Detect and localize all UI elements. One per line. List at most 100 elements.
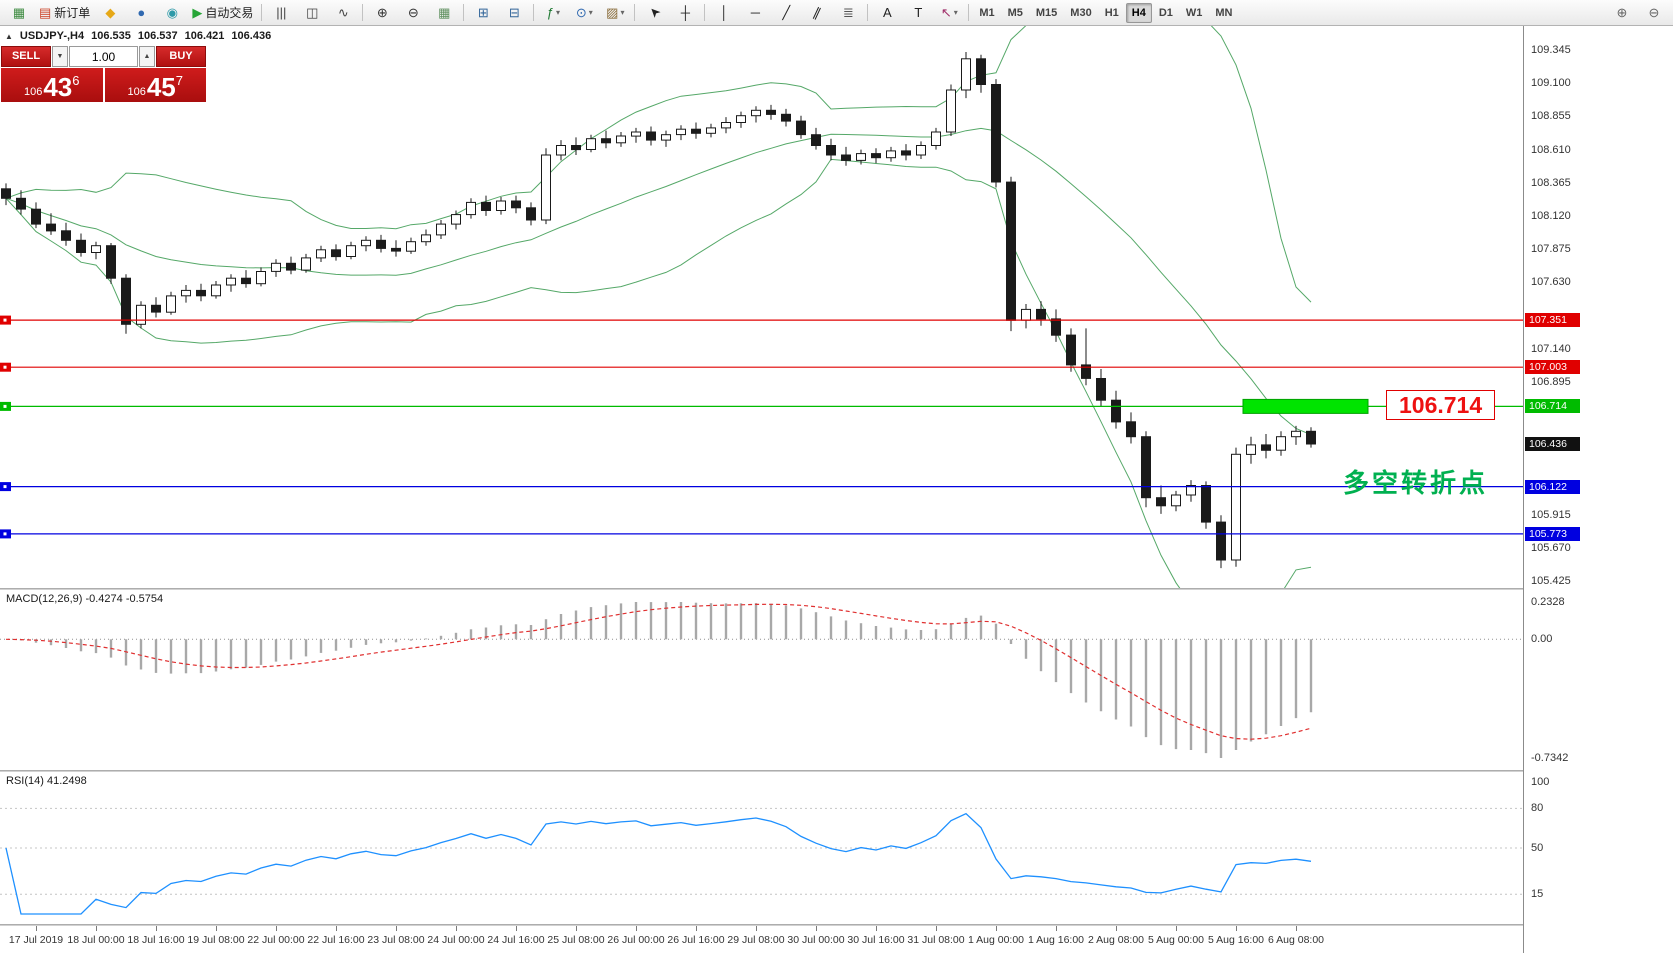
price-line-badge: 106.122 xyxy=(1525,480,1580,494)
text-button[interactable]: A xyxy=(872,1,902,25)
ask-price[interactable]: 106 45 7 xyxy=(104,68,206,102)
timeframe-mn[interactable]: MN xyxy=(1215,6,1233,19)
search-zoom-in-icon[interactable]: ⊕ xyxy=(1607,1,1637,25)
tile-windows-button[interactable]: ⊞ xyxy=(468,1,498,25)
macd-pane[interactable]: MACD(12,26,9) -0.4274 -0.5754 xyxy=(0,590,1523,770)
timeframe-w1[interactable]: W1 xyxy=(1185,6,1203,19)
timeframe-h1[interactable]: H1 xyxy=(1104,6,1119,19)
time-label: 18 Jul 16:00 xyxy=(127,934,185,946)
vertical-line-button[interactable]: │ xyxy=(709,1,739,25)
objects-button[interactable]: ↖ ▾ xyxy=(934,1,964,25)
time-label: 18 Jul 00:00 xyxy=(67,934,125,946)
template-button[interactable]: ▨ ▾ xyxy=(600,1,630,25)
text-icon: A xyxy=(882,5,892,20)
macd-chart[interactable] xyxy=(0,590,1523,770)
new-chart-button[interactable]: ▦ xyxy=(4,1,34,25)
price-chart-pane[interactable]: ▲ USDJPY-,H4 106.535 106.537 106.421 106… xyxy=(0,26,1523,588)
templates-icon-icon: ◆ xyxy=(105,5,116,20)
price-tick: 109.100 xyxy=(1531,77,1571,89)
price-line-badge: 107.351 xyxy=(1525,313,1580,327)
autotrading-icon: ▶ xyxy=(192,5,203,20)
cursor-button[interactable]: ➤ xyxy=(639,1,669,25)
arrange-windows-icon: ⊟ xyxy=(508,5,520,20)
zoom-in-button[interactable]: ⊕ xyxy=(367,1,397,25)
toolbar-separator xyxy=(533,4,535,21)
text-label-button[interactable]: T xyxy=(903,1,933,25)
zoom-out-button[interactable]: ⊖ xyxy=(398,1,428,25)
buy-button[interactable]: BUY xyxy=(156,46,206,67)
zoom-in-icon: ⊕ xyxy=(376,5,388,20)
channel-button[interactable]: ∥ xyxy=(802,1,832,25)
price-tick: 108.855 xyxy=(1531,110,1571,122)
time-tick xyxy=(696,926,697,931)
time-axis[interactable]: 17 Jul 2019 18 Jul 00:00 18 Jul 16:00 19 Ju… xyxy=(0,926,1523,953)
time-tick xyxy=(876,926,877,931)
data-window-icon[interactable]: ◉ xyxy=(157,1,187,25)
indicators-icon: ƒ xyxy=(546,5,554,20)
time-tick xyxy=(636,926,637,931)
autotrading-button-label: 自动交易 xyxy=(205,6,254,20)
time-label: 24 Jul 16:00 xyxy=(487,934,545,946)
channel-icon: ∥ xyxy=(811,4,824,21)
time-tick xyxy=(276,926,277,931)
bar-chart-mode-button[interactable]: ||| xyxy=(266,1,296,25)
time-tick xyxy=(156,926,157,931)
indicators-button[interactable]: ƒ ▾ xyxy=(538,1,568,25)
new-order-button[interactable]: ▤ 新订单 xyxy=(35,1,94,25)
search-zoom-out-icon[interactable]: ⊖ xyxy=(1639,1,1669,25)
timeframe-m5[interactable]: M5 xyxy=(1007,6,1023,19)
timeframe-d1[interactable]: D1 xyxy=(1158,6,1173,19)
bid-big-digits: 43 xyxy=(43,72,73,102)
sell-button[interactable]: SELL xyxy=(1,46,51,67)
timeframe-h4[interactable]: H4 xyxy=(1125,2,1152,23)
volume-decrease-button[interactable]: ▼ xyxy=(52,46,68,67)
time-tick xyxy=(96,926,97,931)
profiles-icon-icon: ● xyxy=(137,5,146,20)
text-label-icon: T xyxy=(914,5,923,20)
profiles-icon[interactable]: ● xyxy=(126,1,156,25)
toolbar-separator xyxy=(634,4,636,21)
macd-zero-label: 0.00 xyxy=(1531,633,1553,645)
timeframe-m1[interactable]: M1 xyxy=(979,6,995,19)
one-click-toggle-icon[interactable]: ▲ xyxy=(5,31,13,41)
templates-icon[interactable]: ◆ xyxy=(95,1,125,25)
trendline-button[interactable]: ╱ xyxy=(771,1,801,25)
price-tick: 105.915 xyxy=(1531,509,1571,521)
toolbar-separator xyxy=(867,4,869,21)
volume-increase-button[interactable]: ▲ xyxy=(139,46,155,67)
timeframe-m15[interactable]: M15 xyxy=(1035,6,1058,19)
tile-windows-icon: ⊞ xyxy=(477,5,489,20)
pane-splitter[interactable] xyxy=(0,924,1673,926)
crosshair-button[interactable]: ┼ xyxy=(670,1,700,25)
time-label: 5 Aug 00:00 xyxy=(1147,934,1205,946)
rsi-chart[interactable] xyxy=(0,772,1523,924)
macd-min-label: -0.7342 xyxy=(1531,752,1569,764)
high-value: 106.537 xyxy=(137,30,178,42)
periods-button[interactable]: ⊙ ▾ xyxy=(569,1,599,25)
time-tick xyxy=(1116,926,1117,931)
open-value: 106.535 xyxy=(91,30,131,42)
time-tick xyxy=(936,926,937,931)
autotrading-button[interactable]: ▶ 自动交易 xyxy=(188,1,257,25)
time-label: 25 Jul 08:00 xyxy=(547,934,605,946)
toolbar-separator xyxy=(463,4,465,21)
pane-splitter[interactable] xyxy=(0,588,1673,590)
grid-button[interactable]: ▦ xyxy=(429,1,459,25)
timeframe-m30[interactable]: M30 xyxy=(1070,6,1092,19)
price-axis[interactable]: 109.345 109.100 108.855 108.610 108.365 108.1… xyxy=(1523,26,1673,953)
objects-icon: ↖ xyxy=(940,5,952,20)
pane-splitter[interactable] xyxy=(0,770,1673,772)
price-callout-label[interactable]: 106.714 xyxy=(1386,390,1496,420)
arrange-windows-button[interactable]: ⊟ xyxy=(499,1,529,25)
fibonacci-button[interactable]: ≣ xyxy=(833,1,863,25)
candlestick-chart[interactable] xyxy=(0,26,1523,588)
bid-price[interactable]: 106 43 6 xyxy=(1,68,103,102)
volume-input[interactable] xyxy=(69,46,138,67)
bid-pipette: 6 xyxy=(72,73,80,88)
zoom-out-icon: ⊖ xyxy=(407,5,419,20)
horizontal-line-button[interactable]: ─ xyxy=(740,1,770,25)
turning-point-annotation[interactable]: 多空转折点 xyxy=(1343,468,1489,498)
candlestick-mode-button[interactable]: ◫ xyxy=(297,1,327,25)
line-chart-mode-button[interactable]: ∿ xyxy=(328,1,358,25)
rsi-pane[interactable]: RSI(14) 41.2498 xyxy=(0,772,1523,924)
